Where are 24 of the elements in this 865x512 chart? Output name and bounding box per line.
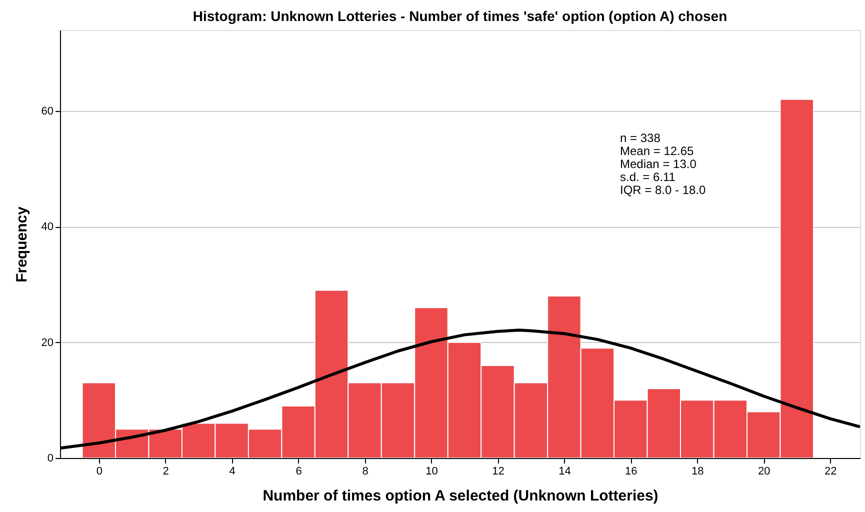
y-tick-label: 40 — [41, 221, 54, 234]
y-tick-label: 20 — [41, 336, 54, 349]
x-tick-label: 12 — [492, 466, 504, 478]
annotation: IQR = 8.0 - 18.0 — [620, 183, 706, 197]
y-axis-title: Frequency — [13, 206, 30, 282]
x-tick-label: 18 — [692, 466, 704, 478]
x-tick-label: 22 — [824, 466, 837, 478]
x-tick-label: 0 — [96, 466, 102, 478]
x-tick-label: 2 — [162, 466, 169, 478]
x-tick-label: 8 — [362, 466, 368, 478]
chart-title: Histogram: Unknown Lotteries - Number of times 'safe' option (option A) chosen — [192, 8, 728, 24]
x-tick-label: 10 — [426, 466, 438, 478]
x-axis-title: Number of times option A selected (Unknown Lotteries) — [262, 488, 658, 504]
x-tick-label: 20 — [758, 466, 770, 478]
annotation: n = 338 — [620, 131, 661, 145]
annotation: Median = 13.0 — [620, 157, 697, 171]
annotation: s.d. = 6.11 — [620, 170, 676, 184]
annotation: Mean = 12.65 — [620, 144, 694, 158]
y-tick-label: 60 — [41, 105, 54, 118]
x-tick-label: 4 — [229, 466, 236, 478]
y-tick-label: 0 — [47, 452, 54, 464]
x-tick-label: 6 — [296, 466, 302, 478]
x-tick-label: 14 — [558, 466, 571, 478]
x-tick-label: 16 — [625, 466, 638, 478]
